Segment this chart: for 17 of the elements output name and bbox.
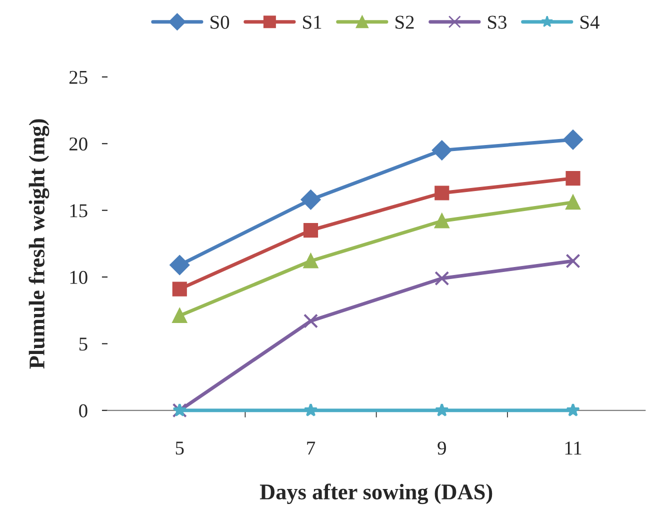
x-tick-label: 7 <box>307 442 316 454</box>
legend-label: S4 <box>580 16 600 29</box>
y-tick-label: 20 <box>69 137 88 151</box>
legend-label: S0 <box>210 16 230 29</box>
legend-label: S2 <box>396 16 414 29</box>
x-tick-label: 11 <box>565 442 582 454</box>
x-tick-label: 9 <box>438 442 446 455</box>
y-tick-label: 15 <box>70 204 88 218</box>
legend-label: S1 <box>303 16 322 29</box>
x-tick-label: 5 <box>176 442 184 455</box>
legend-label: S3 <box>488 16 507 29</box>
y-tick-label: 10 <box>70 270 88 284</box>
y-axis-title: Plumule fresh weight (mg) <box>28 119 50 369</box>
y-tick-label: 25 <box>69 70 88 84</box>
x-axis-title: Days after sowing (DAS) <box>260 484 492 504</box>
y-tick-label: 0 <box>79 404 88 418</box>
y-tick-label: 5 <box>79 338 88 351</box>
